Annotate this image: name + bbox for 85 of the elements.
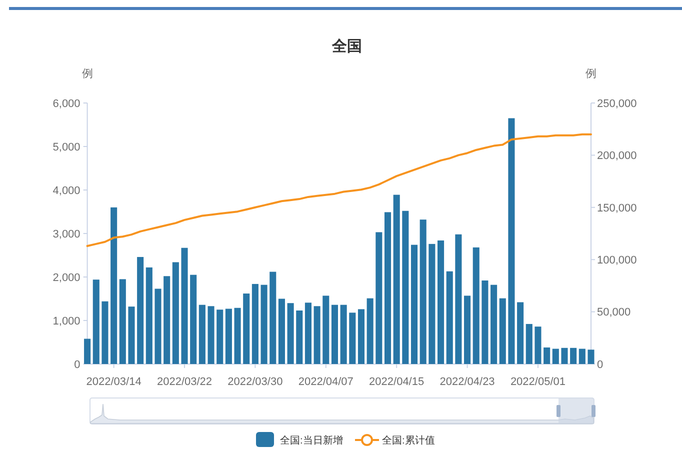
bar [552, 348, 559, 364]
bar [358, 309, 365, 364]
y-axis-title: 例 [82, 68, 93, 80]
bar [216, 310, 224, 364]
bar [331, 304, 338, 364]
bar [84, 338, 91, 364]
range-slider[interactable] [90, 398, 596, 424]
bar [234, 308, 241, 364]
bar [172, 262, 179, 364]
bar [278, 298, 285, 364]
x-tick-label: 2022/04/23 [440, 376, 495, 388]
bar [578, 348, 586, 364]
bar [146, 267, 152, 364]
bar [534, 326, 542, 364]
bar [119, 279, 126, 364]
y2-tick-label: 250,000 [597, 98, 637, 110]
bar [526, 324, 532, 364]
bar [225, 308, 232, 364]
y-tick-label: 1,000 [52, 315, 80, 328]
x-tick-label: 2022/03/30 [228, 376, 283, 388]
y2-tick-label: 150,000 [597, 202, 637, 214]
y-tick-label: 6,000 [52, 98, 80, 110]
bar [410, 244, 418, 364]
x-tick-label: 2022/03/14 [86, 376, 142, 388]
legend-label: 全国:当日新增 [280, 434, 343, 446]
bar [137, 256, 144, 364]
bar [490, 284, 498, 364]
bar [402, 210, 409, 364]
bar [446, 271, 453, 364]
x-tick-label: 2022/03/22 [156, 376, 212, 388]
bar [570, 348, 577, 364]
bar [154, 288, 162, 364]
bar [243, 294, 250, 364]
y2-tick-label: 50,000 [597, 306, 631, 319]
bar [322, 296, 330, 364]
y2-axis-title: 例 [586, 68, 596, 80]
bar [588, 350, 594, 364]
y2-tick-label: 0 [597, 358, 604, 371]
legend-label: 全国:累计值 [382, 434, 435, 446]
bar [287, 303, 294, 364]
bar [393, 194, 400, 364]
y-tick-label: 5,000 [52, 141, 80, 154]
bar [181, 248, 188, 364]
chart-title: 全国 [331, 38, 362, 55]
y-tick-label: 2,000 [52, 272, 80, 284]
bar [376, 232, 382, 364]
bar [190, 274, 197, 364]
x-tick-label: 2022/05/01 [510, 376, 566, 388]
bar [110, 207, 118, 364]
bar [128, 306, 135, 364]
bar [296, 310, 303, 364]
bar [164, 276, 170, 364]
bar [260, 284, 268, 364]
bar [304, 302, 312, 364]
bar [482, 280, 488, 364]
bar [366, 298, 374, 364]
x-tick-label: 2022/04/07 [298, 376, 354, 388]
bar [455, 234, 462, 364]
bar [198, 304, 206, 364]
bar [420, 220, 426, 364]
bar [438, 240, 444, 364]
bar [252, 284, 258, 364]
bar [508, 118, 515, 364]
y-tick-label: 4,000 [52, 184, 80, 197]
bar [340, 304, 347, 364]
bar [349, 312, 356, 364]
bar [314, 306, 320, 364]
y-tick-label: 3,000 [52, 228, 80, 240]
bar [517, 302, 524, 364]
y2-tick-label: 200,000 [597, 150, 637, 162]
y2-tick-label: 100,000 [597, 254, 637, 266]
bar [384, 212, 392, 364]
bar [428, 244, 436, 364]
bar [561, 348, 568, 364]
bar [499, 298, 506, 364]
bar [544, 347, 550, 364]
bar [472, 247, 480, 364]
bar [92, 280, 100, 364]
y-tick-label: 0 [74, 358, 80, 371]
bar [464, 296, 471, 364]
bar [270, 272, 276, 364]
bar [102, 301, 108, 364]
line-series [86, 133, 592, 248]
x-tick-label: 2022/04/15 [369, 376, 424, 388]
bar [208, 306, 214, 364]
